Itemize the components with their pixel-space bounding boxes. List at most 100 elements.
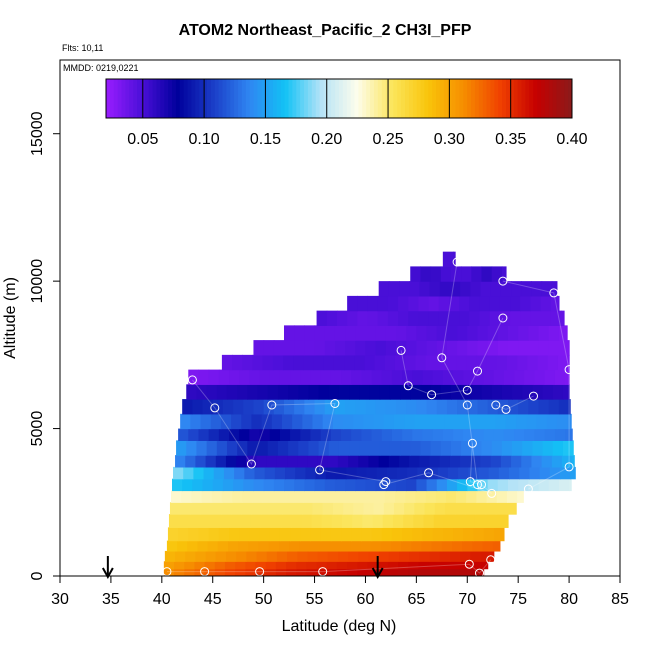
heatmap-cell <box>412 369 424 385</box>
heatmap-cell <box>371 428 383 441</box>
heatmap-cell <box>264 466 276 480</box>
heatmap-cell <box>400 440 411 456</box>
heatmap-cell <box>428 568 440 576</box>
colorbar-segment <box>521 79 526 118</box>
heatmap-cell <box>430 266 442 282</box>
heatmap-cell <box>473 369 485 385</box>
heatmap-cell <box>189 514 201 528</box>
heatmap-cell <box>467 325 479 341</box>
heatmap-cell <box>367 310 379 326</box>
heatmap-cell <box>314 325 326 341</box>
colorbar-segment <box>230 79 235 118</box>
heatmap-cell <box>554 369 566 385</box>
heatmap-cell <box>486 354 498 371</box>
heatmap-cell <box>214 568 226 576</box>
heatmap-cell <box>375 478 387 492</box>
sample-point <box>549 288 559 298</box>
heatmap-cell <box>547 354 559 371</box>
heatmap-cell <box>518 325 529 341</box>
heatmap-cell <box>491 266 503 282</box>
heatmap-cell <box>416 399 428 415</box>
heatmap-cell <box>290 527 301 542</box>
heatmap-cell <box>208 369 220 385</box>
heatmap-cell <box>313 354 325 371</box>
heatmap-cell <box>308 440 320 456</box>
heatmap-cell <box>348 455 359 468</box>
heatmap-cell <box>409 455 421 468</box>
heatmap-cell <box>355 340 367 356</box>
heatmap-cell <box>243 399 255 415</box>
heatmap-cell <box>199 514 211 528</box>
heatmap-cell <box>324 340 336 356</box>
heatmap-cell <box>505 502 517 515</box>
colorbar-segment <box>416 79 422 118</box>
heatmap-cell <box>218 527 230 542</box>
heatmap-cell <box>277 384 289 400</box>
heatmap-cell <box>413 514 425 528</box>
heatmap-cell <box>204 561 216 570</box>
heatmap-cell <box>290 369 301 385</box>
colorbar-segment <box>206 79 212 118</box>
heatmap-cell <box>347 561 358 570</box>
heatmap-cell <box>195 550 207 562</box>
colorbar-segment <box>179 79 185 118</box>
heatmap-cell <box>346 466 357 480</box>
heatmap-cell <box>445 354 457 371</box>
heatmap-cell <box>446 399 458 415</box>
heatmap-cell <box>425 354 437 371</box>
heatmap-cell <box>337 550 349 562</box>
heatmap-cell <box>438 310 450 326</box>
heatmap-cell <box>551 455 563 468</box>
heatmap-cell <box>461 384 472 400</box>
heatmap-cell <box>420 440 432 456</box>
colorbar-segment <box>502 79 507 118</box>
heatmap-cell <box>222 399 234 415</box>
colorbar-segment <box>113 79 119 118</box>
heatmap-cell <box>231 413 242 430</box>
heatmap-cell <box>480 455 492 468</box>
heatmap-cell <box>406 399 417 415</box>
heatmap-cell <box>442 369 454 385</box>
heatmap-cell <box>506 354 518 371</box>
sample-point <box>498 276 508 286</box>
heatmap-cell <box>167 527 179 542</box>
dates-annotation: MMDD: 0219,0221 <box>63 63 139 73</box>
colorbar-segment <box>144 79 150 118</box>
colorbar-segment <box>327 79 332 118</box>
heatmap-cell <box>390 540 402 552</box>
heatmap-cell <box>351 527 362 542</box>
heatmap-cell <box>164 550 176 562</box>
heatmap-cell <box>176 440 187 456</box>
heatmap-cell <box>267 384 279 400</box>
heatmap-cell <box>569 399 571 415</box>
heatmap-cell <box>352 514 363 528</box>
start-arrow-head <box>101 567 114 580</box>
heatmap-cell <box>401 540 412 552</box>
sample-point <box>379 480 389 490</box>
heatmap-cell <box>218 428 230 441</box>
heatmap-cell <box>323 354 335 371</box>
heatmap-cell <box>490 281 502 297</box>
heatmap-cell <box>275 568 287 576</box>
heatmap-cell <box>471 384 483 400</box>
heatmap-cell <box>505 413 517 430</box>
heatmap-cell <box>460 550 471 562</box>
heatmap-cell <box>440 266 452 282</box>
heatmap-cell <box>562 440 574 456</box>
sample-point <box>210 403 220 413</box>
colorbar-segment <box>428 79 433 118</box>
colorbar-segment <box>331 79 336 118</box>
colorbar-segment <box>517 79 523 118</box>
colorbar-segment <box>168 79 173 118</box>
heatmap-cell <box>415 354 427 371</box>
heatmap-cell <box>355 478 367 492</box>
heatmap-cell <box>249 369 261 385</box>
heatmap-cell <box>508 478 519 492</box>
heatmap-cell <box>470 281 482 297</box>
heatmap-cell <box>345 325 356 341</box>
heatmap-cell <box>469 310 481 326</box>
colorbar-segment <box>443 79 449 118</box>
heatmap-cell <box>546 413 558 430</box>
heatmap-cell <box>230 514 241 528</box>
heatmap-cell <box>295 466 306 480</box>
